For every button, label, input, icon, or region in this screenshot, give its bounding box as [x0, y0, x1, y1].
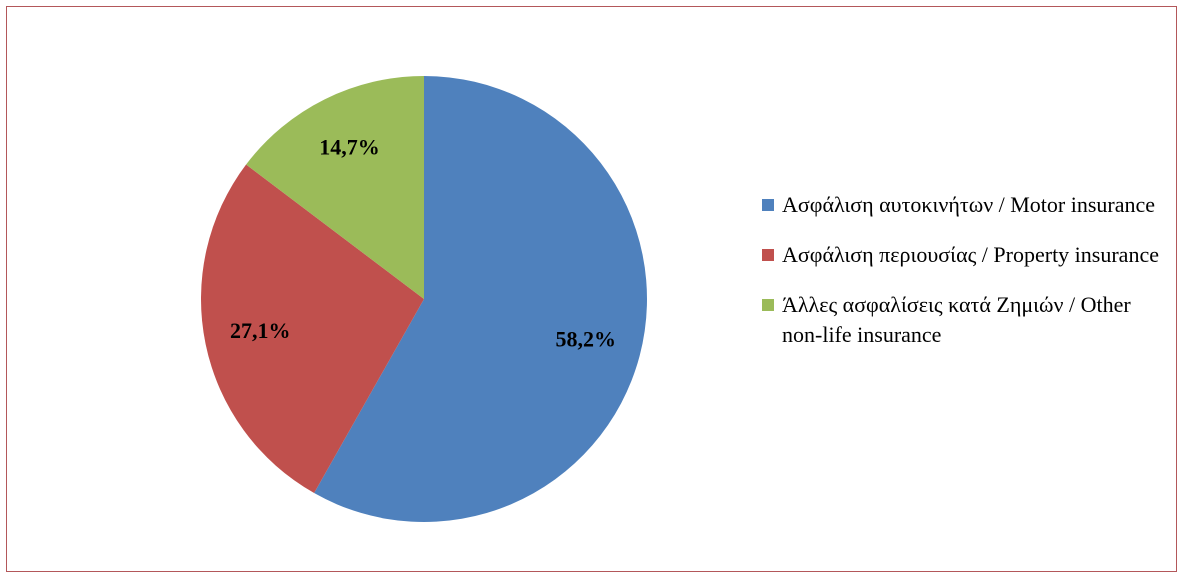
legend-swatch: [762, 299, 774, 311]
data-label: 58,2%: [555, 327, 616, 352]
data-label: 27,1%: [230, 318, 291, 343]
legend-label: Ασφάλιση περιουσίας / Property insurance: [782, 242, 1159, 267]
legend-label: Ασφάλιση αυτοκινήτων / Motor insurance: [782, 192, 1156, 217]
legend-item: Ασφάλιση αυτοκινήτων / Motor insurance: [762, 190, 1172, 220]
legend-swatch: [762, 249, 774, 261]
pie-slice: [200, 164, 424, 494]
pie-slice: [246, 76, 424, 299]
legend-item: Άλλες ασφαλίσεις κατά Ζημιών / Other non…: [762, 290, 1172, 350]
legend-swatch: [762, 199, 774, 211]
legend: Ασφάλιση αυτοκινήτων / Motor insurance Ασ…: [762, 190, 1172, 370]
legend-item: Ασφάλιση περιουσίας / Property insurance: [762, 240, 1172, 270]
chart-frame: [6, 6, 1177, 572]
pie-slice: [314, 76, 647, 522]
legend-label: Άλλες ασφαλίσεις κατά Ζημιών / Other non…: [782, 292, 1131, 347]
data-label: 14,7%: [319, 134, 380, 159]
